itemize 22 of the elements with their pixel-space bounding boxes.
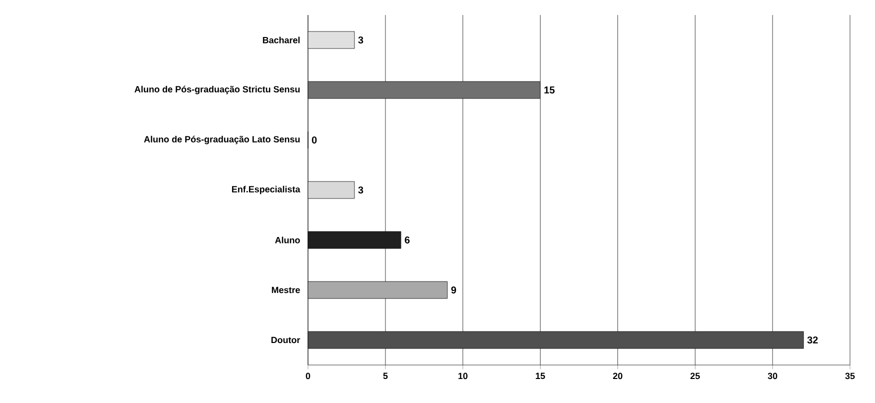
x-tick-label: 10 (458, 372, 468, 380)
data-label: 32 (807, 336, 818, 344)
x-tick-label: 20 (613, 372, 622, 380)
y-tick-label: Aluno de Pós-graduação Lato Sensu (144, 136, 300, 144)
y-tick-label: Mestre (272, 286, 300, 294)
data-label: 15 (544, 86, 555, 94)
y-tick-label: Enf.Especialista (232, 186, 300, 194)
y-tick-label: Aluno de Pós-graduação Strictu Sensu (134, 86, 300, 94)
x-tick-label: 30 (768, 372, 778, 380)
y-tick-label: Aluno (275, 236, 300, 244)
x-tick-label: 5 (383, 372, 388, 380)
data-label: 6 (404, 236, 410, 244)
y-tick-label: Doutor (271, 336, 300, 344)
x-tick-label: 15 (536, 372, 546, 380)
y-tick-label: Bacharel (262, 36, 300, 44)
data-label: 9 (451, 286, 456, 294)
x-tick-label: 25 (690, 372, 700, 380)
x-tick-label: 35 (845, 372, 855, 380)
data-label: 0 (312, 136, 317, 144)
x-tick-label: 0 (306, 372, 310, 380)
data-label: 3 (358, 186, 364, 194)
data-label: 3 (358, 36, 364, 44)
